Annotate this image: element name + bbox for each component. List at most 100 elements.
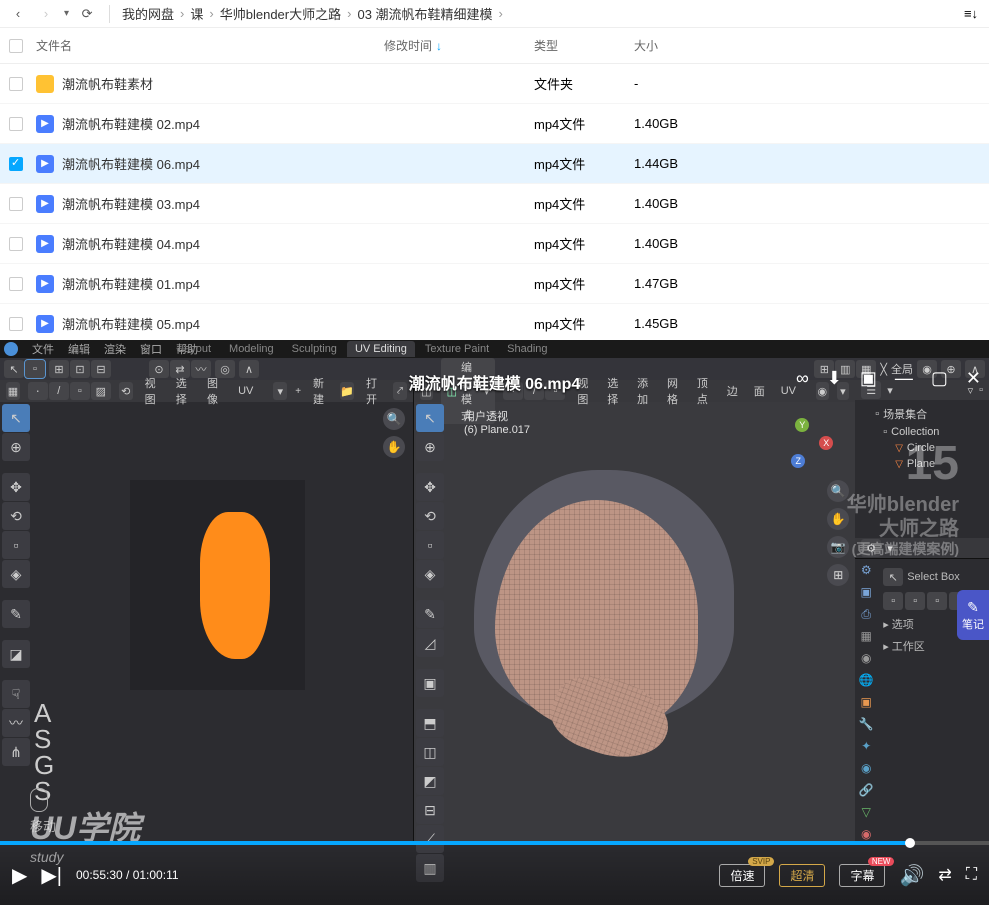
axis-y[interactable]: Y (795, 418, 809, 432)
sort-toggle-icon[interactable]: ≡↓ (961, 4, 981, 24)
volume-icon[interactable]: 🔊 (899, 863, 924, 888)
hdr-select[interactable]: 选择 (172, 374, 195, 408)
tb-btn[interactable]: ∧ (239, 360, 259, 378)
tool-move[interactable]: ✥ (416, 473, 444, 501)
prop-tab-scene[interactable]: ◉ (855, 647, 877, 669)
next-button[interactable]: ▶| (41, 863, 62, 888)
minimize-icon[interactable]: — (895, 368, 913, 389)
ws-shading[interactable]: Shading (499, 341, 555, 357)
v3d-add[interactable]: 添加 (633, 374, 655, 408)
tool-measure[interactable]: ◿ (416, 629, 444, 657)
scene-collection[interactable]: ▫ 场景集合 (861, 404, 983, 424)
prop-tab-view[interactable]: ▦ (855, 625, 877, 647)
props-type-icon[interactable]: ⚙ (861, 539, 881, 557)
outliner-circle[interactable]: ▽Circle (861, 440, 983, 456)
tool-transform[interactable]: ◈ (416, 560, 444, 588)
file-row[interactable]: ▶潮流帆布鞋建模 05.mp4mp4文件1.45GB (0, 304, 989, 344)
tool-rip[interactable]: ◪ (2, 640, 30, 668)
tb-btn[interactable]: ⊞ (49, 360, 69, 378)
axis-z[interactable]: Z (791, 454, 805, 468)
tool-loopcut[interactable]: ⊟ (416, 796, 444, 824)
hdr-uv[interactable]: UV (234, 384, 257, 398)
share-icon[interactable]: ∞ (796, 368, 809, 389)
v3d-face[interactable]: 面 (750, 382, 769, 400)
sel-mode[interactable]: ▫ (927, 592, 947, 610)
breadcrumb-c3[interactable]: 03 潮流帆布鞋精细建模 (357, 4, 492, 23)
editor-type-icon[interactable]: ▦ (6, 382, 20, 400)
tool-add-cube[interactable]: ▣ (416, 669, 444, 697)
row-checkbox[interactable] (9, 197, 23, 211)
maximize-icon[interactable]: ▢ (931, 368, 948, 389)
col-size-header[interactable]: 大小 (634, 37, 724, 54)
tool-rotate[interactable]: ⟲ (416, 502, 444, 530)
tool-extrude[interactable]: ⬒ (416, 709, 444, 737)
sel-mode[interactable]: ▫ (883, 592, 903, 610)
prop-tab-mesh[interactable]: ▽ (855, 801, 877, 823)
file-row[interactable]: ▶潮流帆布鞋建模 01.mp4mp4文件1.47GB (0, 264, 989, 304)
tb-btn[interactable]: ⊟ (91, 360, 111, 378)
file-row[interactable]: ▶潮流帆布鞋建模 06.mp4mp4文件1.44GB (0, 144, 989, 184)
tb-btn[interactable]: ⊡ (70, 360, 90, 378)
v3d-select[interactable]: 选择 (603, 374, 625, 408)
tool-rotate[interactable]: ⟲ (2, 502, 30, 530)
hdr-image[interactable]: 图像 (203, 374, 226, 408)
breadcrumb-c1[interactable]: 课 (190, 4, 203, 23)
ws-layout[interactable]: Layout (170, 341, 219, 357)
ws-modeling[interactable]: Modeling (221, 341, 282, 357)
prop-tab-physics[interactable]: ◉ (855, 757, 877, 779)
persp-icon[interactable]: ⊞ (827, 564, 849, 586)
sel-mode[interactable]: ⋅ (28, 382, 48, 400)
hdr-view[interactable]: 视图 (141, 374, 164, 408)
forward-button[interactable]: › (36, 4, 56, 24)
tool-pinch[interactable]: ⋔ (2, 738, 30, 766)
col-mod-header[interactable]: 修改时间↓ (384, 37, 534, 54)
file-row[interactable]: 潮流帆布鞋素材文件夹- (0, 64, 989, 104)
outliner-plane[interactable]: ▽Plane (861, 456, 983, 472)
tool-annotate[interactable]: ✎ (416, 600, 444, 628)
prop-tab-output[interactable]: ⎙ (855, 603, 877, 625)
breadcrumb-root[interactable]: 我的网盘 (122, 4, 174, 23)
prop-tab-render[interactable]: ▣ (855, 581, 877, 603)
fullscreen-icon[interactable]: ⛶ (966, 866, 977, 884)
v3d-mesh[interactable]: 网格 (663, 374, 685, 408)
prop-tab-modifier[interactable]: 🔧 (855, 713, 877, 735)
menu-window[interactable]: 窗口 (140, 341, 162, 357)
zoom-icon[interactable]: 🔍 (827, 480, 849, 502)
prop-tab-tool[interactable]: ⚙ (855, 559, 877, 581)
tool-relax[interactable]: 〰 (2, 709, 30, 737)
tool-move[interactable]: ✥ (2, 473, 30, 501)
viewport-3d[interactable]: ◫ ◫编辑模式▾ ⋅/▫ 视图 选择 添加 网格 顶点 边 面 UV ◉ ▾ 用… (414, 380, 855, 845)
open-button[interactable]: 打开 (362, 374, 385, 408)
play-button[interactable]: ▶ (12, 863, 27, 888)
sel-mode[interactable]: / (49, 382, 69, 400)
prop-tab-object[interactable]: ▣ (855, 691, 877, 713)
pan-icon[interactable]: ✋ (383, 436, 405, 458)
open-icon[interactable]: 📁 (340, 382, 354, 400)
menu-edit[interactable]: 编辑 (68, 341, 90, 357)
tool-bevel[interactable]: ◩ (416, 767, 444, 795)
tool-transform[interactable]: ◈ (2, 560, 30, 588)
menu-file[interactable]: 文件 (32, 341, 54, 357)
uv-canvas[interactable] (130, 480, 305, 690)
prop-tab-particle[interactable]: ✦ (855, 735, 877, 757)
v3d-edge[interactable]: 边 (723, 382, 742, 400)
speed-button[interactable]: 倍速SVIP (719, 864, 765, 887)
menu-render[interactable]: 渲染 (104, 341, 126, 357)
history-dropdown[interactable]: ▾ (64, 8, 69, 19)
back-button[interactable]: ‹ (8, 4, 28, 24)
tool-inset[interactable]: ◫ (416, 738, 444, 766)
file-row[interactable]: ▶潮流帆布鞋建模 03.mp4mp4文件1.40GB (0, 184, 989, 224)
prop-tab-constraint[interactable]: 🔗 (855, 779, 877, 801)
folder-icon[interactable]: ▣ (860, 368, 877, 389)
prop-tab-world[interactable]: 🌐 (855, 669, 877, 691)
file-row[interactable]: ▶潮流帆布鞋建模 02.mp4mp4文件1.40GB (0, 104, 989, 144)
breadcrumb-c2[interactable]: 华帅blender大师之路 (220, 4, 341, 23)
file-row[interactable]: ▶潮流帆布鞋建模 04.mp4mp4文件1.40GB (0, 224, 989, 264)
collection-item[interactable]: ▫ Collection (861, 424, 983, 440)
sel-mode[interactable]: ▫ (905, 592, 925, 610)
row-checkbox[interactable] (9, 117, 23, 131)
row-checkbox[interactable] (9, 237, 23, 251)
ws-sculpting[interactable]: Sculpting (284, 341, 345, 357)
tool-cursor[interactable]: ⊕ (2, 433, 30, 461)
zoom-icon[interactable]: 🔍 (383, 408, 405, 430)
